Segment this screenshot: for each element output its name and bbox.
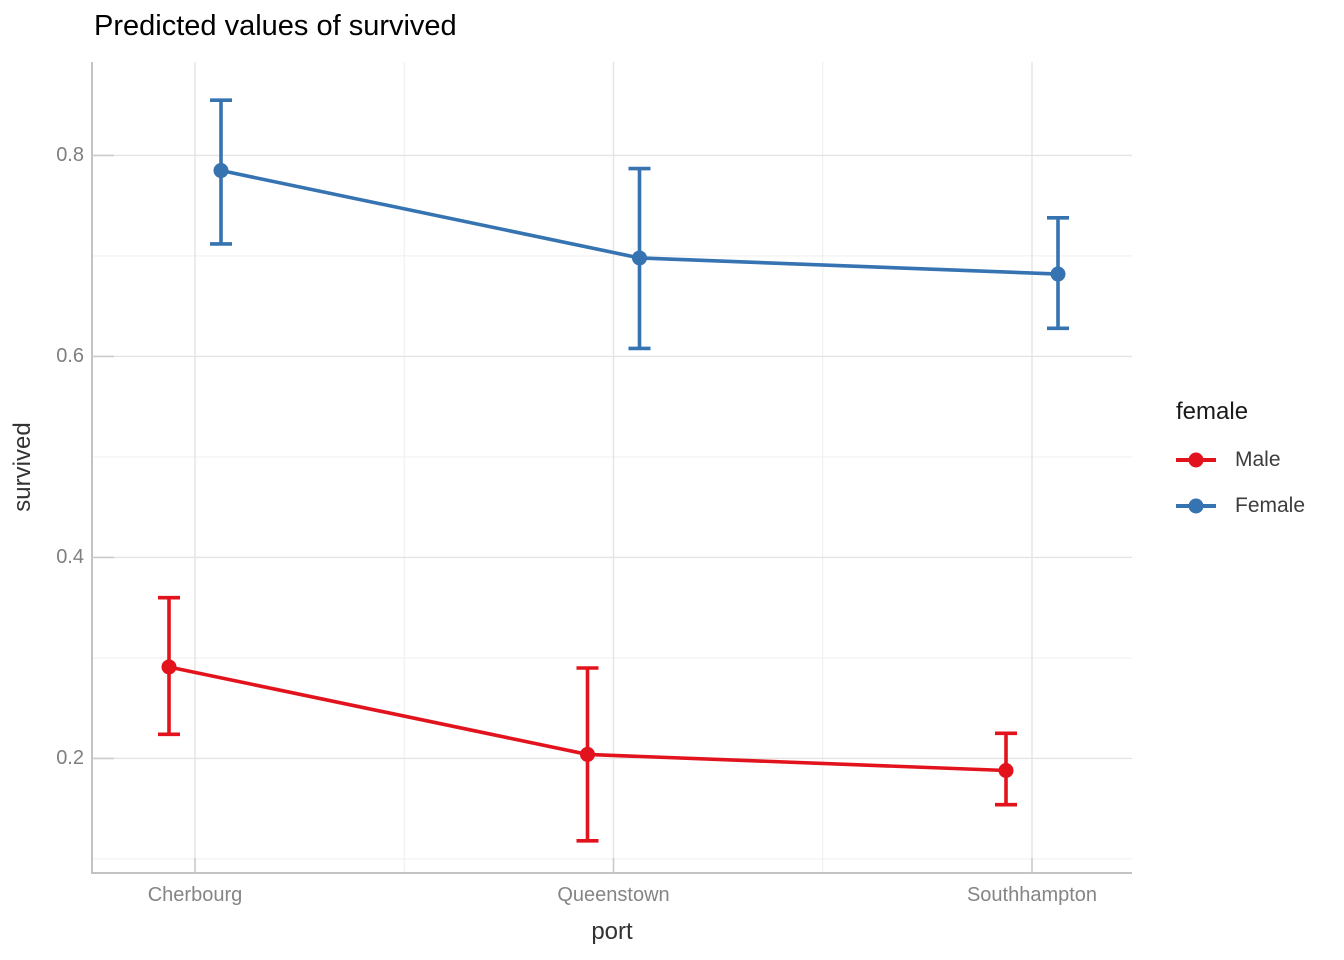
data-point-male: [998, 762, 1014, 778]
legend-entries: Male Female: [1176, 448, 1305, 518]
data-point-female: [632, 250, 647, 266]
chart-title: Predicted values of survived: [94, 10, 457, 42]
legend: female Male Female: [1176, 398, 1305, 540]
x-tick-label: Cherbourg: [147, 884, 243, 906]
x-tick-label: Queenstown: [557, 884, 670, 906]
legend-key-icon: [1176, 498, 1216, 514]
data-point-female: [1050, 266, 1066, 282]
legend-entry-female: Female: [1176, 494, 1305, 518]
x-axis-title: port: [591, 918, 633, 945]
data-point-male: [580, 746, 595, 762]
y-axis-title: survived: [9, 422, 36, 512]
legend-key-icon: [1176, 452, 1216, 468]
legend-label: Male: [1235, 448, 1281, 471]
data-point-female: [213, 163, 229, 179]
y-tick-label: 0.2: [56, 747, 84, 770]
y-tick-label: 0.6: [56, 345, 84, 368]
x-tick-label: Southhampton: [966, 884, 1098, 906]
legend-title: female: [1176, 398, 1249, 425]
y-tick-label: 0.8: [56, 144, 84, 167]
y-tick-label: 0.4: [56, 546, 84, 569]
legend-entry-male: Male: [1176, 448, 1305, 472]
legend-label: Female: [1235, 494, 1306, 517]
data-point-male: [161, 659, 177, 675]
